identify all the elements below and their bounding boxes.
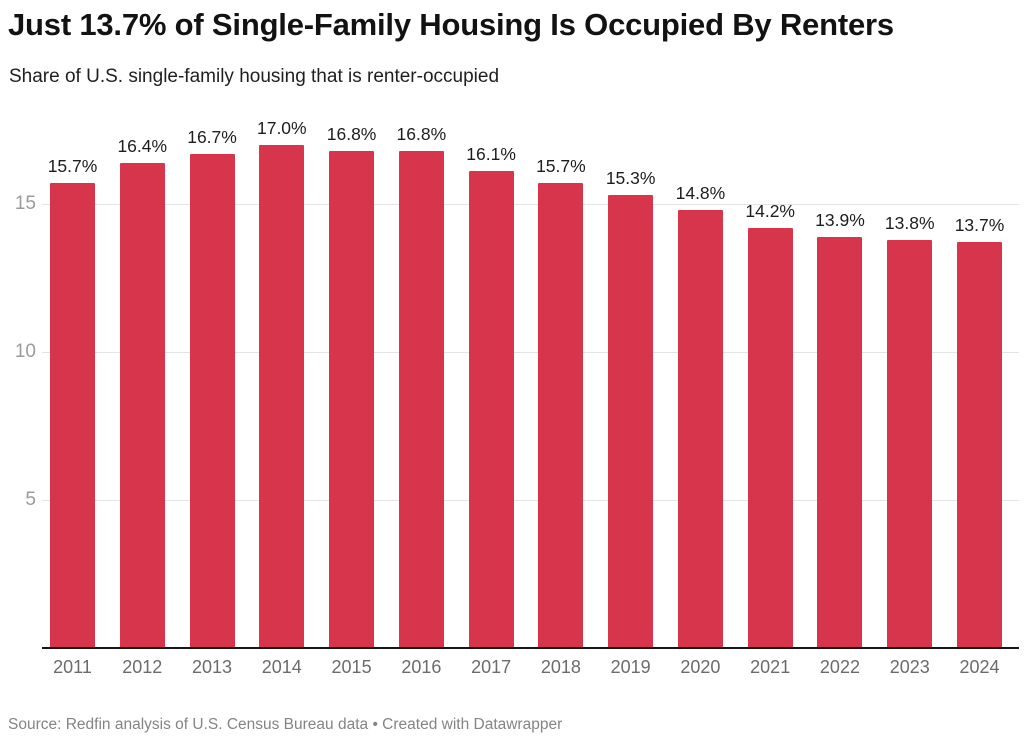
bar-value-label: 13.9% bbox=[815, 209, 865, 230]
x-axis-label: 2022 bbox=[819, 657, 860, 677]
bar-value-label: 17.0% bbox=[256, 117, 307, 138]
y-axis-label: 15 bbox=[14, 193, 36, 214]
gridline bbox=[42, 204, 1019, 205]
bar bbox=[189, 153, 235, 648]
x-axis-label: 2014 bbox=[261, 657, 302, 677]
bar bbox=[259, 144, 305, 648]
bar-value-label: 15.3% bbox=[605, 168, 656, 189]
y-axis-label: 10 bbox=[14, 341, 36, 362]
bar bbox=[119, 162, 165, 648]
x-axis-label: 2018 bbox=[540, 657, 581, 677]
x-axis-label: 2021 bbox=[750, 657, 791, 677]
chart-title: Just 13.7% of Single-Family Housing Is O… bbox=[8, 7, 894, 42]
bar bbox=[468, 171, 514, 648]
bar-value-label: 14.8% bbox=[675, 182, 726, 203]
bar bbox=[957, 242, 1002, 648]
bar-value-label: 15.7% bbox=[47, 156, 98, 177]
bar-value-label: 13.7% bbox=[954, 215, 1005, 236]
bar bbox=[887, 239, 933, 648]
bar bbox=[538, 183, 584, 648]
bar bbox=[50, 183, 95, 648]
bar bbox=[817, 236, 863, 648]
x-axis-label: 2011 bbox=[53, 657, 92, 677]
bar-value-label: 16.8% bbox=[326, 123, 377, 144]
x-axis-label: 2012 bbox=[122, 657, 163, 677]
x-axis-label: 2020 bbox=[680, 657, 721, 677]
bar bbox=[677, 209, 723, 648]
x-axis-label: 2015 bbox=[331, 657, 372, 677]
bar bbox=[398, 150, 444, 648]
bar-value-label: 15.7% bbox=[536, 156, 586, 177]
x-axis-label: 2017 bbox=[471, 657, 512, 677]
bar-value-label: 16.4% bbox=[117, 135, 168, 156]
bar bbox=[329, 150, 375, 648]
y-axis-label: 5 bbox=[25, 489, 36, 510]
x-axis-label: 2023 bbox=[889, 657, 930, 677]
bar-value-label: 13.8% bbox=[884, 212, 935, 233]
bar-value-label: 14.2% bbox=[745, 200, 795, 221]
bar-value-label: 16.1% bbox=[466, 144, 516, 165]
gridline bbox=[42, 500, 1019, 501]
x-axis-label: 2013 bbox=[192, 657, 233, 677]
bar-value-label: 16.8% bbox=[396, 123, 447, 144]
bar bbox=[608, 195, 654, 648]
x-axis-label: 2016 bbox=[401, 657, 442, 677]
chart-subtitle: Share of U.S. single-family housing that… bbox=[9, 66, 500, 87]
gridline bbox=[42, 352, 1019, 353]
bar bbox=[747, 227, 793, 648]
source-note: Source: Redfin analysis of U.S. Census B… bbox=[8, 716, 563, 733]
x-axis-label: 2019 bbox=[610, 657, 651, 677]
x-axis-baseline bbox=[42, 647, 1019, 649]
x-axis-label: 2024 bbox=[959, 657, 1000, 677]
bar-value-label: 16.7% bbox=[187, 126, 237, 147]
